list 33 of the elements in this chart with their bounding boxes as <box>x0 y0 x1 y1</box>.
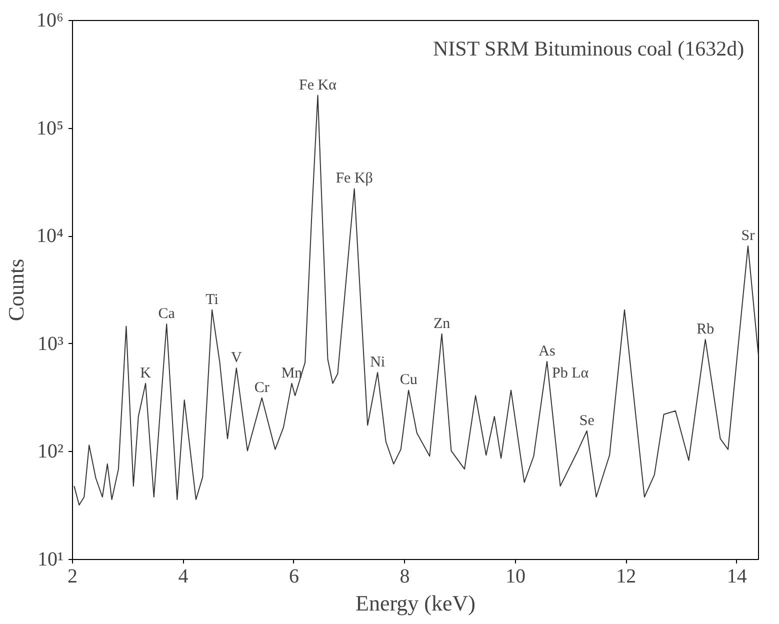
y-tick-label: 10³ <box>38 332 64 355</box>
annotation: As <box>538 343 556 360</box>
y-tick-label: 10⁶ <box>36 10 64 32</box>
line-series <box>74 94 758 506</box>
annotation: V <box>230 350 242 366</box>
x-tick-label: 10 <box>505 566 526 588</box>
x-tick-label: 14 <box>726 566 747 588</box>
annotation: Ni <box>370 354 386 370</box>
y-tick-label: 10¹ <box>38 548 64 570</box>
y-tick-label: 10² <box>38 440 64 463</box>
y-axis-title: Counts <box>4 258 29 322</box>
annotation: K <box>140 365 152 382</box>
annotation: Mn <box>281 365 303 382</box>
x-tick-label: 2 <box>68 566 78 588</box>
y-tick-label: 10⁴ <box>36 225 64 248</box>
x-tick-label: 8 <box>400 566 410 588</box>
x-axis-title: Energy (keV) <box>356 590 476 616</box>
x-tick-label: 4 <box>178 566 188 588</box>
annotation: Pb Lα <box>552 365 589 382</box>
annotation: Ti <box>206 292 218 308</box>
annotation: Zn <box>433 316 451 332</box>
annotation: Fe Kα <box>299 77 337 94</box>
annotation: Rb <box>696 321 714 338</box>
text: NIST SRM Bituminous coal (1632d) <box>432 36 744 60</box>
annotation: Cu <box>400 372 418 388</box>
x-tick-label: 6 <box>288 566 299 588</box>
y-tick-label: 10⁵ <box>36 117 64 140</box>
annotation: Cr <box>254 380 270 396</box>
annotation: Sr <box>741 228 755 244</box>
annotation: Se <box>579 412 595 429</box>
x-tick-label: 12 <box>616 566 636 588</box>
annotation: Ca <box>158 306 176 322</box>
annotation: Fe Kβ <box>336 170 373 187</box>
